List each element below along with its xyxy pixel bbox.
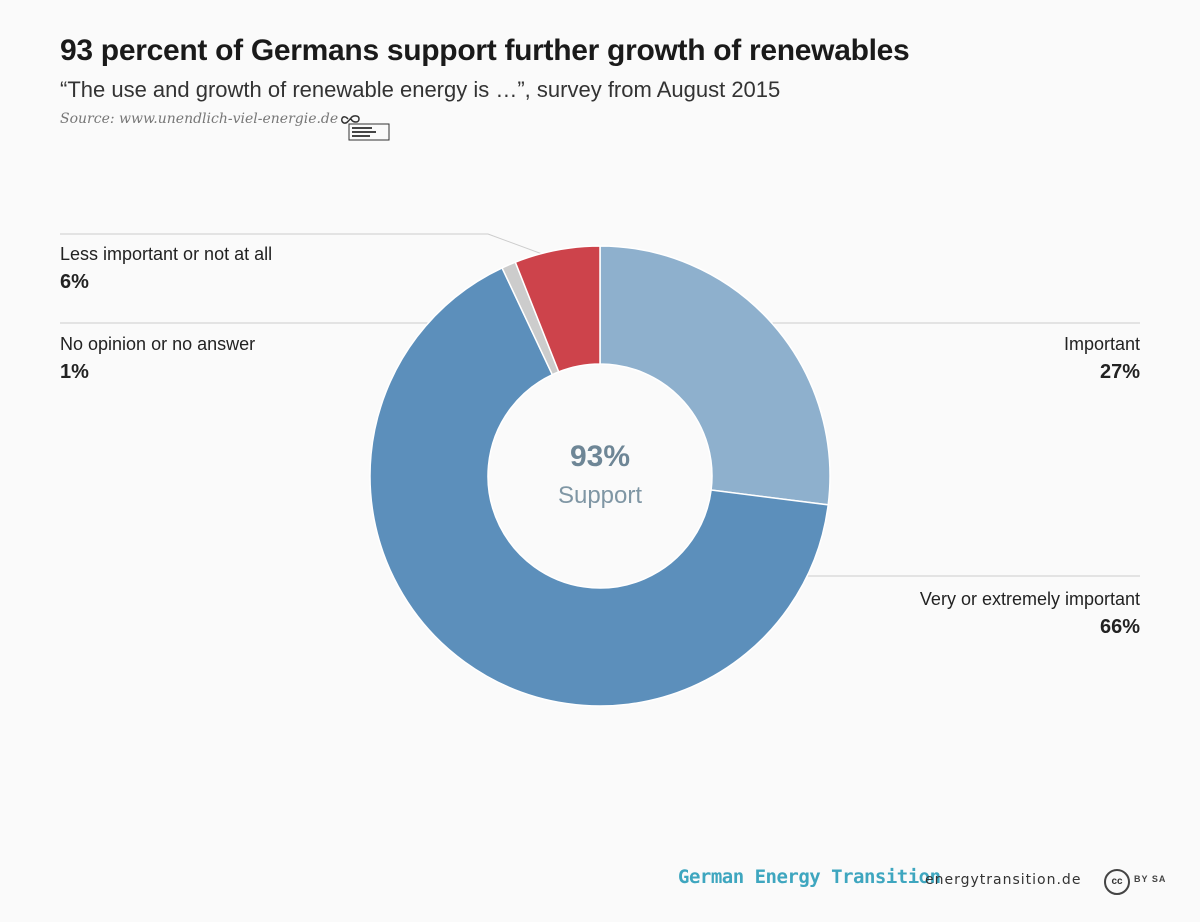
label-no-opinion: No opinion or no answer 1% bbox=[60, 330, 255, 386]
footer-brand: German Energy Transition bbox=[678, 866, 941, 888]
slice-important bbox=[599, 245, 831, 506]
source-note: Source: www.unendlich-viel-energie.de bbox=[60, 111, 339, 127]
label-very-important: Very or extremely important 66% bbox=[920, 585, 1140, 641]
cc-license-icon: cc bbox=[1104, 869, 1130, 895]
value-label: 66% bbox=[1099, 616, 1140, 638]
value-label: 6% bbox=[60, 271, 89, 293]
slice-less-important bbox=[514, 245, 601, 373]
category-label: Important bbox=[1063, 334, 1140, 354]
value-label: 27% bbox=[1099, 361, 1140, 383]
chart-subtitle: “The use and growth of renewable energy … bbox=[60, 77, 781, 102]
label-less-important: Less important or not at all 6% bbox=[60, 240, 272, 296]
center-value: 93% bbox=[569, 440, 631, 473]
license-text: BY SA bbox=[1134, 874, 1167, 884]
label-important: Important 27% bbox=[1064, 330, 1140, 386]
source-logo-icon bbox=[341, 115, 390, 141]
footer-site[interactable]: energytransition.de bbox=[925, 872, 1082, 888]
category-label: No opinion or no answer bbox=[60, 334, 256, 354]
center-label: Support bbox=[557, 482, 643, 509]
category-label: Less important or not at all bbox=[60, 244, 273, 264]
chart-title: 93 percent of Germans support further gr… bbox=[60, 34, 910, 67]
category-label: Very or extremely important bbox=[919, 589, 1140, 609]
value-label: 1% bbox=[60, 361, 89, 383]
slice-very-important bbox=[369, 266, 830, 707]
